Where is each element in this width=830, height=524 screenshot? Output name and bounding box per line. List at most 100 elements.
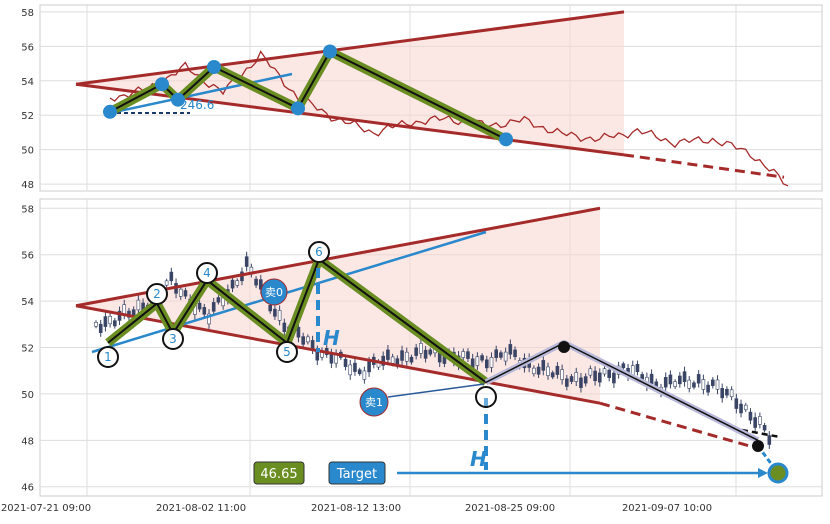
bottom-y-ticks: 46 48 50 52 54 56 58 [21,204,34,493]
candle-body [710,379,715,386]
bottom-x-ticks: 2021-07-21 09:00 2021-08-02 11:00 2021-08-… [1,503,712,514]
candle-body [164,280,169,286]
candle-body [419,343,423,354]
candle-body [244,256,249,267]
candle-body [197,302,202,310]
top-y-tick-label: 54 [21,77,34,88]
candle-body [386,349,390,360]
candle-body [343,358,348,367]
candle-body [687,379,692,389]
candle-body [692,382,696,388]
candle-body [103,316,108,327]
candle-body [230,279,235,289]
candle-body [357,369,362,375]
candle-body [258,279,263,290]
bottom-y-tick-label: 46 [21,483,34,494]
candle-body [169,271,174,282]
candle-body [122,304,127,315]
x-tick-label: 2021-07-21 09:00 [1,503,91,514]
top-pivot-marker [207,60,221,74]
height-label-2: H [470,447,487,471]
pivot-label: 2 [153,287,161,301]
bottom-pivot-markers: 1 2 3 4 5 6 [97,241,497,408]
candle-body [569,376,574,382]
candle-body [282,322,287,332]
candle-body [306,336,310,343]
candle-body [348,364,353,376]
target-label: Target [336,467,377,482]
candle-body [235,280,240,286]
x-tick-label: 2021-08-12 13:00 [311,503,401,514]
candle-body [113,320,117,327]
candle-body [593,370,597,382]
pivot-circle [162,328,184,350]
candle-body [673,381,677,387]
target-label-box [328,461,386,485]
candle-body [400,350,404,361]
candle-body [414,347,418,356]
top-pivot-markers [103,44,513,147]
target-point [767,462,789,484]
candle-body [508,344,513,355]
candle-body [475,356,480,366]
sell-marker-1 [359,387,389,417]
pivot-label: 3 [169,332,177,346]
candle-body [682,371,687,382]
candle-body [541,360,546,371]
candle-body [715,379,720,390]
sell-label-1: 卖1 [365,396,383,409]
candle-body [301,336,305,345]
candle-body [555,365,560,375]
top-y-tick-label: 52 [21,111,34,122]
candle-body [565,378,569,387]
candle-body [390,356,395,364]
candle-body [678,375,682,385]
target-arrowhead [758,468,768,478]
candle-body [494,349,499,358]
candle-body [381,355,386,366]
top-wedge-area [76,11,624,155]
top-pivot-marker [171,92,185,107]
candle-body [211,302,216,312]
top-pivot-marker [323,44,337,59]
candle-body [268,305,273,312]
top-pivot-marker [499,132,513,147]
top-y-tick-label: 58 [21,8,34,19]
candle-body [649,373,654,385]
candle-body [536,366,541,375]
top-lower-trendline [75,82,625,157]
candle-body [621,363,626,369]
candle-body [758,416,762,425]
candle-body [668,374,673,385]
candle-body [546,366,550,376]
top-price-series [109,50,789,187]
candle-body [748,411,753,421]
candle-body [513,349,517,358]
top-annotation: 246.6 [180,98,214,112]
candle-body [409,356,414,363]
top-y-ticks: 48 50 52 54 56 58 [21,8,34,191]
bottom-blue-trendline [91,230,487,354]
pivot-label: 4 [203,266,211,280]
candle-body [503,351,508,362]
pivot-label: 5 [283,345,291,359]
candle-body [767,435,772,445]
candle-body [183,290,188,297]
candle-body [461,351,466,358]
candle-body [367,361,371,373]
x-tick-label: 2021-08-25 09:00 [465,503,555,514]
candle-body [296,326,301,338]
candle-body [597,372,602,383]
candle-body [216,297,221,303]
top-y-tick-label: 50 [21,146,34,157]
target-value-box [253,461,305,485]
candle-body [762,425,767,431]
x-tick-label: 2021-09-07 10:00 [622,503,712,514]
candle-body [753,417,757,428]
projection-pivot-a [558,341,570,353]
top-y-tick-label: 56 [21,42,34,53]
projection-pivot-b [752,440,764,452]
candle-body [94,321,98,327]
pivot-label: 1 [104,350,112,364]
